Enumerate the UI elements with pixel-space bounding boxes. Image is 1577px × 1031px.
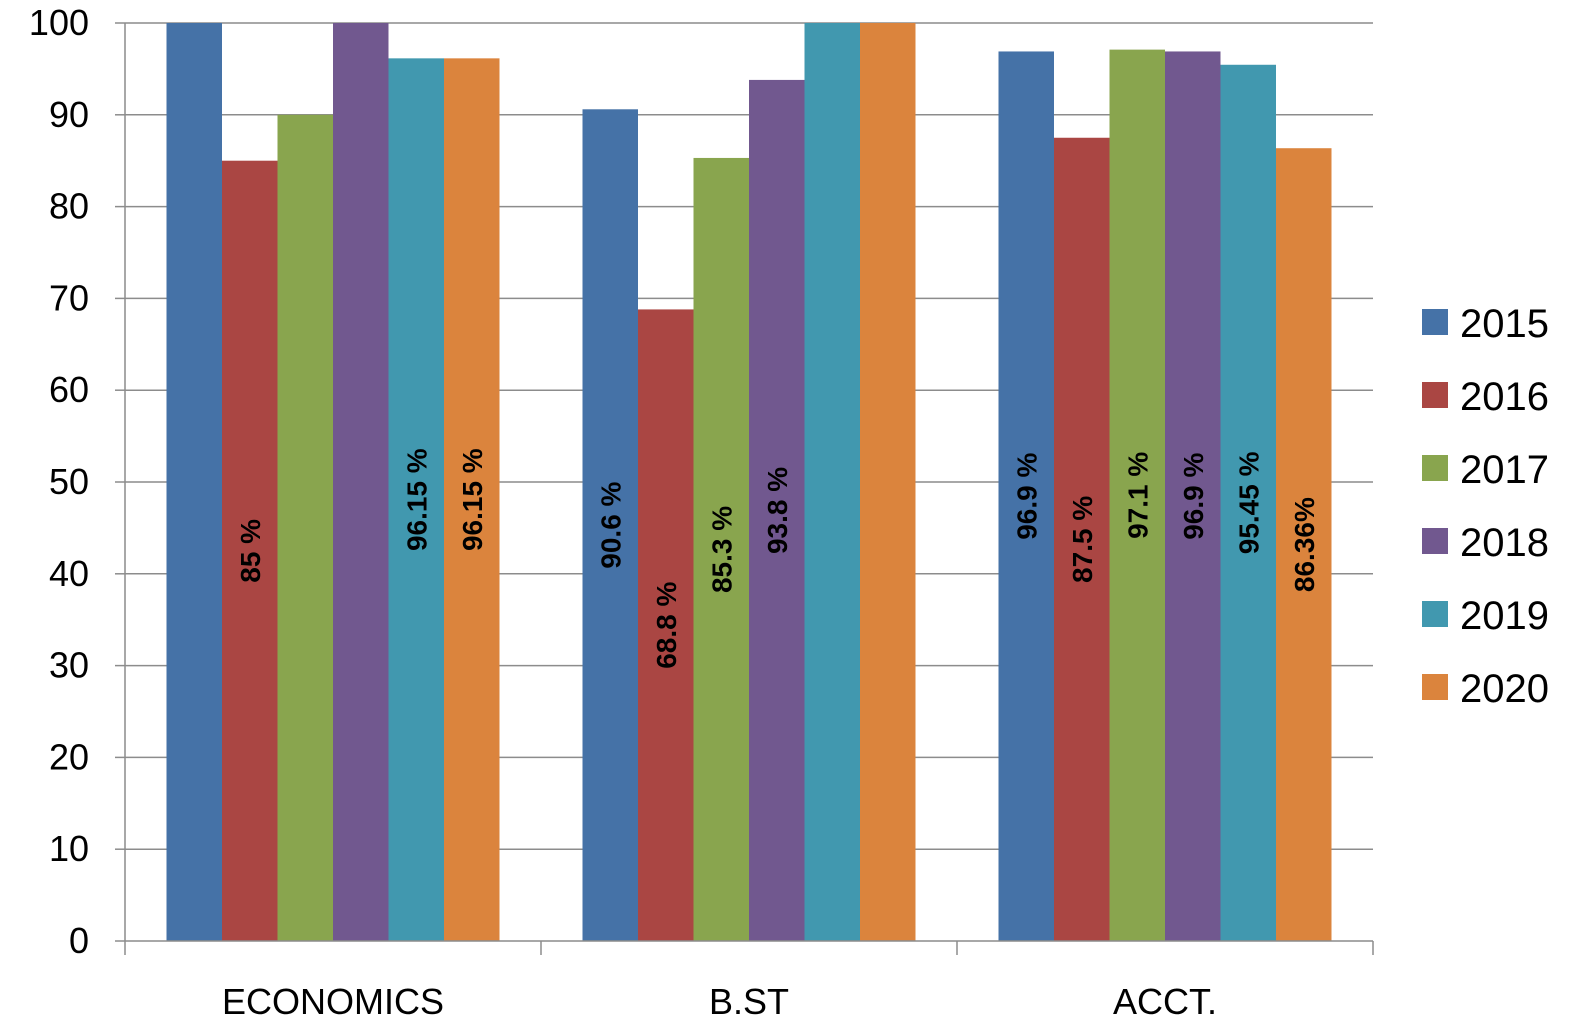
legend-label-2015: 2015 [1460,302,1549,346]
bar-2020-economics [444,58,500,941]
y-tick-label: 40 [49,553,89,594]
data-label: 96.15 % [457,448,488,551]
data-label: 96.9 % [1178,453,1209,540]
y-tick-label: 0 [69,920,89,961]
legend-swatch-2016 [1422,382,1448,408]
data-labels: 85 % 96.15 % 96.15 % 90.6 % 68.8 % 85.3 % 93.8… [235,448,1320,669]
legend-swatch-2019 [1422,601,1448,627]
y-tick-label: 70 [49,277,89,318]
bar-2015-economics [166,23,222,941]
bar-2019-bst [804,23,860,941]
y-tick-label: 100 [29,2,89,43]
bar-2018-bst [749,79,805,941]
bar-2018-economics [333,23,389,941]
bar-2017-acct [1109,49,1165,941]
legend-swatch-2020 [1422,674,1448,700]
axes [124,23,1374,955]
y-tick-label: 30 [49,645,89,686]
data-label: 97.1 % [1122,452,1153,539]
data-label: 85.3 % [706,506,737,593]
data-label: 86.36% [1289,497,1320,592]
data-label: 95.45 % [1233,451,1264,554]
bar-2015-bst [582,109,638,942]
legend-label-2018: 2018 [1460,521,1549,565]
y-axis-tick-labels: 0 10 20 30 40 50 60 70 80 90 100 [29,2,125,961]
bar-2016-bst [638,309,694,941]
legend-label-2017: 2017 [1460,448,1549,492]
x-axis-category-labels: ECONOMICS B.ST ACCT. [222,981,1217,1022]
legend-label-2016: 2016 [1460,375,1549,419]
y-tick-label: 80 [49,186,89,227]
data-label: 68.8 % [651,582,682,669]
legend: 2015 2016 2017 2018 2019 2020 [1422,302,1549,711]
legend-label-2019: 2019 [1460,594,1549,638]
data-label: 85 % [235,519,266,583]
y-tick-label: 90 [49,94,89,135]
x-category-label: B.ST [709,981,789,1022]
bars [166,23,1332,942]
bar-2017-bst [693,157,749,942]
bar-2020-acct [1276,148,1332,941]
data-label: 96.15 % [401,448,432,551]
data-label: 90.6 % [595,481,626,568]
legend-swatch-2015 [1422,309,1448,335]
x-category-label: ECONOMICS [222,981,444,1022]
bar-2017-economics [277,114,333,942]
bar-2020-bst [860,23,916,941]
bar-2019-economics [388,58,444,941]
data-label: 87.5 % [1067,496,1098,583]
y-tick-label: 20 [49,736,89,777]
data-label: 93.8 % [762,467,793,554]
legend-swatch-2017 [1422,455,1448,481]
bar-2015-acct [998,51,1054,941]
bar-2018-acct [1165,51,1221,941]
legend-label-2020: 2020 [1460,667,1549,711]
x-category-label: ACCT. [1113,981,1217,1022]
y-tick-label: 60 [49,369,89,410]
legend-swatch-2018 [1422,528,1448,554]
bar-2019-acct [1220,64,1276,942]
data-label: 96.9 % [1011,453,1042,540]
bar-2016-economics [222,160,278,941]
y-tick-label: 50 [49,461,89,502]
bar-2016-acct [1054,137,1110,941]
y-tick-label: 10 [49,828,89,869]
